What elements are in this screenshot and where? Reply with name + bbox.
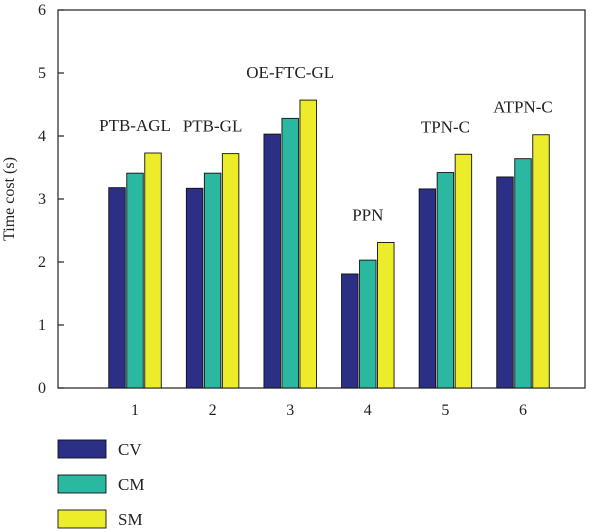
y-tick-label: 4 — [38, 128, 46, 145]
legend-label-sm: SM — [118, 510, 143, 529]
group-label: PPN — [352, 205, 383, 224]
legend-swatch-cv — [57, 439, 107, 459]
bar-cm-6 — [514, 158, 532, 389]
group-label: ATPN-C — [493, 98, 553, 117]
x-tick-label: 2 — [209, 402, 217, 419]
bar-cm-4 — [359, 259, 377, 389]
bar-sm-4 — [377, 242, 395, 389]
x-tick-label: 3 — [286, 402, 294, 419]
x-tick-label: 5 — [441, 402, 449, 419]
group-label: PTB-AGL — [99, 116, 171, 135]
bar-cm-2 — [203, 172, 222, 389]
bar-cv-1 — [108, 187, 126, 389]
bar-cv-3 — [263, 133, 281, 389]
y-tick-label: 1 — [38, 317, 46, 334]
x-tick-label: 6 — [519, 402, 527, 419]
x-tick-label: 1 — [131, 402, 139, 419]
bar-sm-1 — [144, 152, 162, 389]
group-labels: PTB-AGL PTB-GL OE-FTC-GL PPN TPN-C ATPN-C — [99, 63, 553, 224]
x-tick-label: 4 — [364, 402, 372, 419]
group-label: OE-FTC-GL — [246, 63, 334, 82]
bars — [108, 99, 550, 389]
bar-cv-5 — [418, 188, 437, 389]
legend-swatch-cm — [57, 474, 107, 494]
bar-cv-6 — [496, 176, 514, 389]
bar-cm-5 — [436, 172, 455, 389]
y-tick-label: 2 — [38, 254, 46, 271]
y-tick-label: 3 — [38, 191, 46, 208]
legend: CV CM SM — [57, 439, 144, 529]
bar-sm-2 — [221, 153, 240, 389]
y-axis-ticks: 0 1 2 3 4 5 6 — [38, 2, 64, 397]
bar-sm-6 — [532, 134, 550, 389]
group-label: TPN-C — [421, 117, 470, 136]
y-tick-label: 5 — [38, 65, 46, 82]
bar-sm-5 — [454, 153, 473, 389]
y-axis-title: Time cost (s) — [1, 157, 18, 241]
bar-cm-3 — [281, 117, 299, 389]
bar-sm-3 — [299, 99, 317, 389]
bar-cv-2 — [185, 187, 204, 389]
legend-label-cv: CV — [118, 440, 142, 459]
bar-cv-4 — [341, 273, 359, 389]
y-tick-label: 0 — [38, 380, 46, 397]
legend-label-cm: CM — [118, 475, 144, 494]
y-tick-label: 6 — [38, 2, 46, 19]
group-label: PTB-GL — [183, 117, 243, 136]
bar-cm-1 — [126, 172, 144, 389]
legend-swatch-sm — [57, 509, 107, 529]
